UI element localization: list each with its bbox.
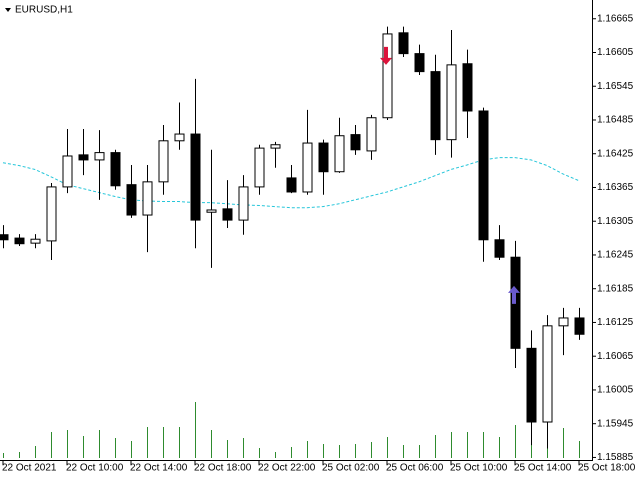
candle-body — [110, 152, 121, 187]
signal-arrow — [380, 46, 392, 65]
signal-arrow — [508, 285, 520, 304]
y-tick-label: 1.16425 — [597, 148, 634, 159]
candle-body — [430, 71, 441, 141]
candle-body — [30, 238, 41, 244]
candle-body — [462, 63, 473, 112]
x-tick-label: 22 Oct 22:00 — [258, 463, 316, 474]
x-tick-label: 25 Oct 18:00 — [578, 463, 636, 474]
candle-body — [526, 347, 537, 423]
candle-body — [382, 33, 393, 119]
candle-body — [302, 142, 313, 193]
candle-body — [478, 110, 489, 241]
x-tick-label: 25 Oct 10:00 — [450, 463, 508, 474]
y-tick-label: 1.16485 — [597, 115, 634, 126]
y-tick-label: 1.16245 — [597, 250, 634, 261]
candle-body — [398, 32, 409, 55]
candle-body — [94, 152, 105, 161]
candle-body — [366, 117, 377, 152]
candle-body — [542, 325, 553, 423]
y-tick-label: 1.16065 — [597, 351, 634, 362]
y-tick-label: 1.16545 — [597, 81, 634, 92]
candle-body — [0, 234, 9, 241]
chart-title: EURUSD,H1 — [15, 5, 73, 16]
candle-body — [574, 317, 585, 335]
y-tick-label: 1.16665 — [597, 13, 634, 24]
y-tick-label: 1.15885 — [597, 452, 634, 463]
x-tick-label: 22 Oct 10:00 — [66, 463, 124, 474]
y-tick-label: 1.16365 — [597, 182, 634, 193]
x-tick-label: 25 Oct 02:00 — [322, 463, 380, 474]
candle-body — [254, 147, 265, 188]
x-tick-label: 22 Oct 14:00 — [130, 463, 188, 474]
candle-body — [62, 155, 73, 188]
x-tick-label: 22 Oct 18:00 — [194, 463, 252, 474]
candle-body — [414, 53, 425, 73]
x-tick-label: 22 Oct 2021 — [2, 463, 57, 474]
y-tick-label: 1.16125 — [597, 317, 634, 328]
x-tick-label: 25 Oct 14:00 — [514, 463, 572, 474]
candle-body — [174, 133, 185, 142]
candle-body — [46, 186, 57, 242]
x-tick-label: 25 Oct 06:00 — [386, 463, 444, 474]
candle-body — [446, 64, 457, 141]
y-tick-label: 1.15945 — [597, 418, 634, 429]
y-tick-label: 1.16305 — [597, 216, 634, 227]
y-tick-label: 1.16605 — [597, 47, 634, 58]
candle-body — [158, 140, 169, 183]
y-tick-label: 1.16185 — [597, 283, 634, 294]
candle-body — [286, 177, 297, 193]
candle-body — [494, 239, 505, 258]
candle-body — [190, 133, 201, 221]
menu-triangle[interactable] — [5, 8, 11, 12]
candle-body — [142, 181, 153, 216]
candle-body — [206, 209, 217, 213]
candle-body — [14, 237, 25, 245]
candle-body — [238, 186, 249, 221]
candle-body — [222, 208, 233, 221]
candle-body — [318, 142, 329, 173]
candle-body — [126, 184, 137, 216]
candle-body — [78, 154, 89, 161]
candle-body — [558, 317, 569, 327]
candle-body — [350, 134, 361, 151]
y-tick-label: 1.16005 — [597, 385, 634, 396]
candle-body — [270, 144, 281, 149]
candle-body — [334, 135, 345, 173]
